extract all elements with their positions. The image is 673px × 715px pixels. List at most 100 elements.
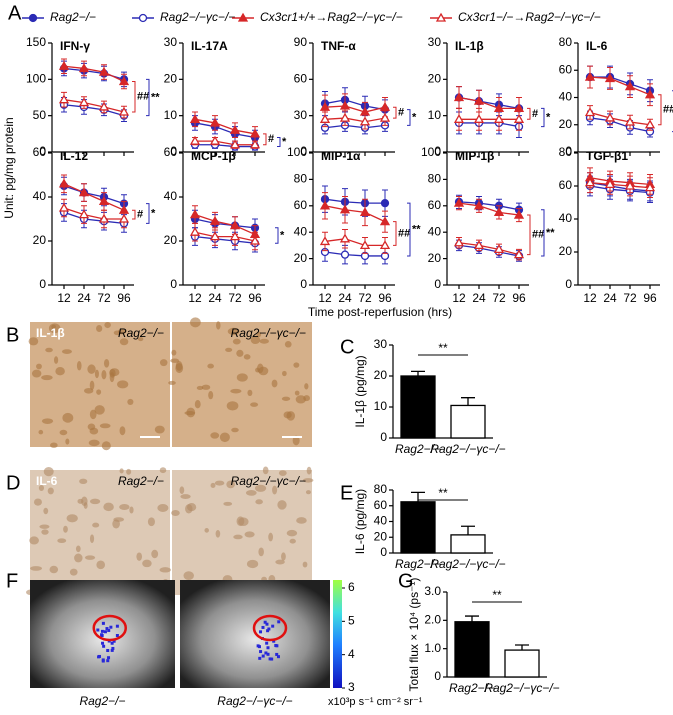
data-point [339,204,351,214]
x-tick-label: 12 [452,291,466,305]
error-bar [465,615,479,622]
cell [159,359,168,367]
cell [227,327,240,336]
significance-bracket [527,214,531,256]
data-point [98,196,110,206]
cell [75,545,81,553]
cell [41,418,54,424]
series-line [63,65,125,83]
y-tick-label: 0 [380,430,387,444]
cell [275,559,285,565]
data-point [453,113,465,123]
cell [271,379,278,388]
y-tick-label: 40 [294,224,308,238]
series-line [63,207,124,220]
cell [294,390,300,396]
y-tick-label: 60 [164,145,178,159]
cell [41,374,53,381]
significance-label: ## [532,229,544,241]
data-point [513,249,525,259]
signal [259,630,263,634]
cell [87,364,96,374]
significance-label: ** [412,223,421,235]
series-line [324,124,386,129]
chart-title: MIP-1α [321,149,361,163]
y-tick-label: 0 [300,144,307,158]
image-label: Rag2−/−γc−/− [217,694,292,708]
cell [88,439,100,447]
y-tick-label: 20 [559,244,573,258]
series-line [324,117,386,123]
y-tick-label: 40 [428,224,442,238]
cell [51,324,56,329]
data-point [118,106,130,116]
y-tick-label: 0 [170,144,177,158]
y-axis-label: Total flux × 10⁴ (ps⁻¹) [407,578,421,692]
significance-bracket [132,81,136,113]
series-line [458,201,520,211]
cell [254,484,267,492]
series-line [324,205,386,223]
cell [281,396,291,401]
significance-label: ** [438,341,448,355]
data-point [189,226,201,236]
cell [47,487,54,495]
y-tick-label: 0 [434,144,441,158]
data-point [98,101,110,111]
series-line [63,104,125,117]
legend-label: Cx3cr1−/−→Rag2−/−γc−/− [458,10,601,24]
signal [102,644,106,648]
cell [84,387,94,394]
y-tick-label: 0 [434,669,441,683]
x-tick-label: 12 [318,291,332,305]
y-tick-label: 20 [374,368,388,382]
y-tick-label: 40 [559,90,573,104]
bar [454,621,490,678]
y-tick-label: 20 [33,233,47,247]
signal [261,654,265,658]
significance-bracket [541,107,545,128]
image-label: Rag2−/−γc−/− [231,474,306,488]
y-tick-label: 10 [164,108,178,122]
cell [154,425,165,434]
data-point [229,231,241,241]
cell [233,534,243,540]
x-tick-label: 24 [338,291,352,305]
cell [69,568,78,576]
x-tick-label: 12 [188,291,202,305]
cell [247,389,253,397]
panel-label: B [6,324,19,346]
y-tick-label: 0 [170,277,177,291]
cell [281,552,286,561]
chart-title: TGF-β1 [586,149,628,163]
chart-title: IL-17A [191,39,228,53]
x-tick-label: 96 [117,291,131,305]
data-point [98,66,110,76]
cell [236,349,244,357]
signal [105,627,109,631]
significance-label: ## [398,227,410,239]
data-point [189,209,201,219]
cell [277,500,287,510]
significance-label: * [151,207,156,219]
cell [31,369,42,378]
cell [278,470,287,476]
data-point [58,178,70,188]
data-point [473,200,485,210]
series-line [195,144,255,148]
signal [266,646,270,650]
data-point [78,187,90,197]
y-tick-label: 100 [287,145,307,159]
bar [450,534,486,554]
series-line [195,140,255,146]
data-point [319,101,331,111]
cell [219,432,230,443]
cell [232,338,241,345]
cell [84,555,96,560]
data-point [340,250,350,259]
y-tick-label: 20 [428,251,442,265]
cell [142,559,152,568]
y-tick-label: 0 [300,277,307,291]
cell [94,369,99,379]
significance-bracket [146,78,150,117]
